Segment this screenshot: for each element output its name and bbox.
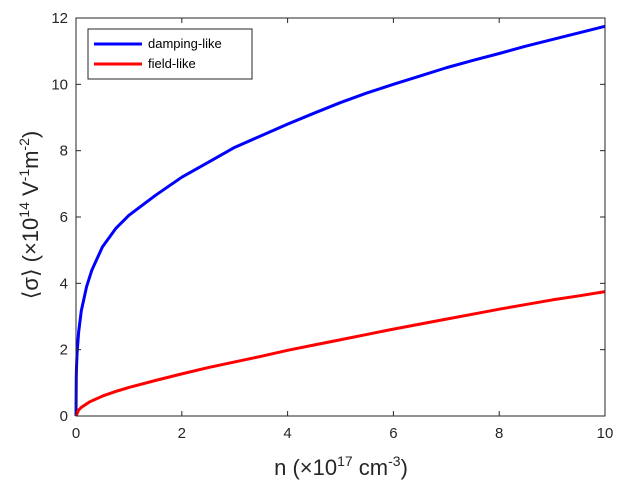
- y-tick-label: 6: [60, 209, 68, 226]
- y-tick-label: 2: [60, 342, 68, 359]
- legend-label-field-like: field-like: [148, 56, 196, 71]
- legend-label-damping-like: damping-like: [148, 36, 222, 51]
- y-tick-label: 10: [51, 76, 68, 93]
- legend: damping-like field-like: [87, 28, 253, 80]
- y-axis-ticks: 0 2 4 6 8 10 12: [51, 10, 605, 425]
- x-axis-ticks: 0 2 4 6 8 10: [72, 18, 614, 442]
- series-line-field-like: [74, 290, 606, 417]
- x-tick-label: 4: [283, 425, 291, 442]
- x-tick-label: 8: [495, 425, 503, 442]
- plot-lines: [74, 24, 606, 417]
- x-axis-label: n (×1017 cm-3): [274, 453, 408, 480]
- y-tick-label: 8: [60, 143, 68, 160]
- y-axis-label: ⟨σ⟩ (×1014 V-1m-2): [16, 131, 43, 299]
- x-tick-label: 0: [72, 425, 80, 442]
- series-line-damping-like: [74, 24, 606, 417]
- y-tick-label: 4: [60, 275, 68, 292]
- x-tick-label: 10: [597, 425, 614, 442]
- y-tick-label: 0: [60, 408, 68, 425]
- legend-box: [87, 28, 253, 80]
- x-tick-label: 2: [178, 425, 186, 442]
- x-tick-label: 6: [389, 425, 397, 442]
- y-tick-label: 12: [51, 10, 68, 27]
